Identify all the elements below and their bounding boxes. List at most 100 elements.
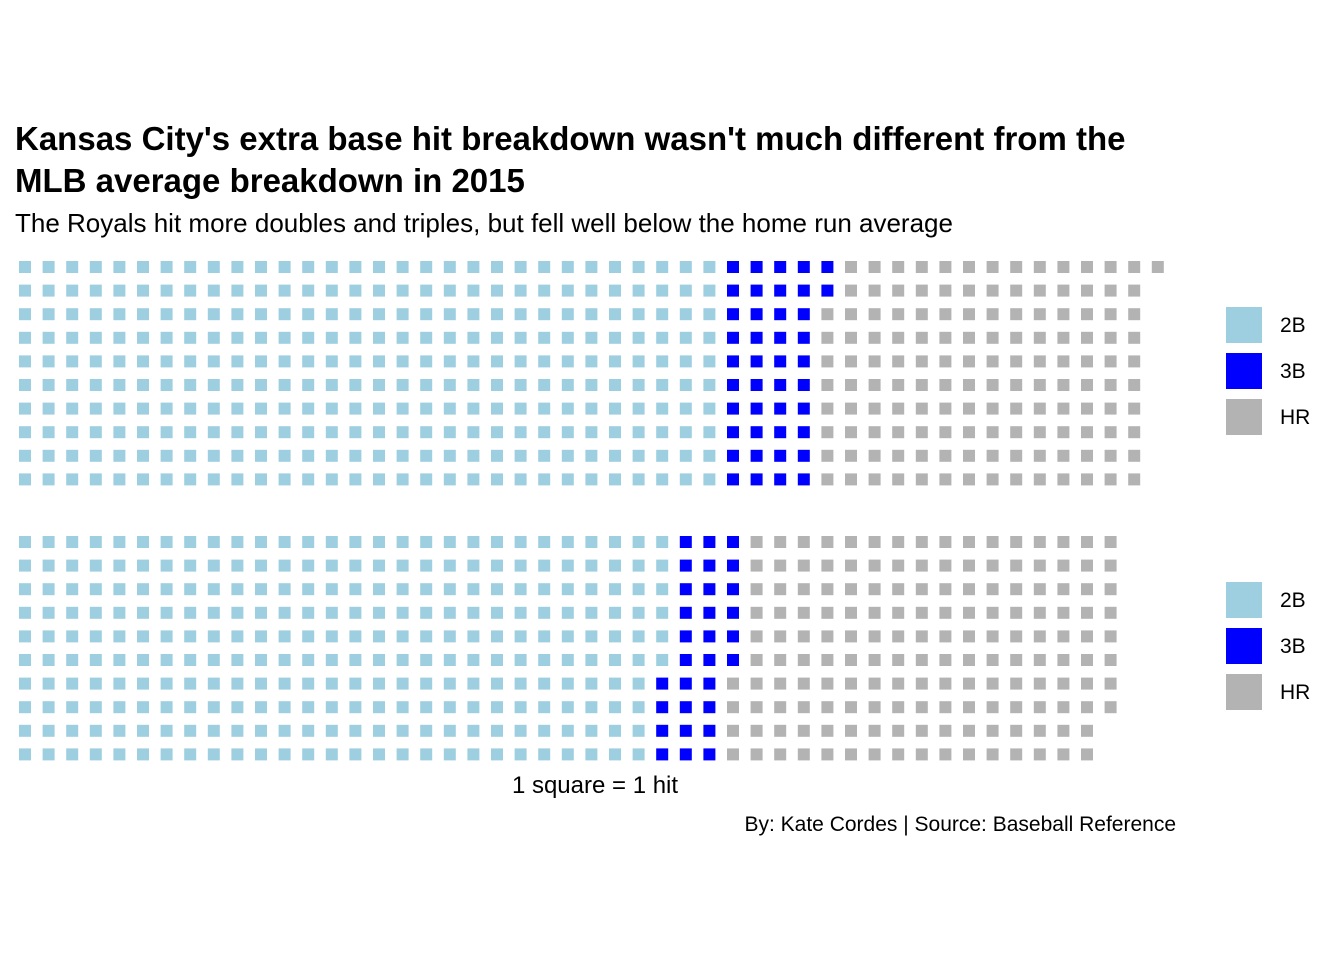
waffle-square-2b [207, 308, 220, 321]
waffle-square-2b [349, 261, 362, 273]
waffle-square-hr [845, 701, 857, 714]
waffle-square-hr [939, 402, 952, 415]
waffle-square-2b [491, 449, 503, 462]
waffle-square-hr [939, 606, 952, 619]
waffle-square-hr [1033, 284, 1046, 297]
waffle-square-3b [774, 261, 787, 273]
waffle-square-2b [19, 402, 31, 415]
waffle-square-2b [396, 701, 409, 714]
waffle-square-2b [255, 606, 267, 619]
waffle-square-2b [373, 473, 385, 486]
waffle-square-2b [19, 654, 31, 666]
waffle-square-hr [868, 284, 881, 297]
waffle-square-2b [19, 426, 31, 439]
waffle-square-hr [1104, 331, 1117, 344]
waffle-square-hr [915, 724, 928, 737]
legend-item-2b: 2B [1226, 582, 1336, 618]
waffle-square-2b [585, 748, 598, 761]
waffle-square-hr [939, 331, 952, 344]
waffle-square-hr [750, 536, 763, 548]
waffle-square-2b [255, 402, 267, 415]
waffle-square-2b [89, 724, 102, 737]
waffle-square-2b [561, 748, 574, 761]
waffle-square-2b [467, 536, 480, 548]
waffle-square-2b [137, 630, 149, 643]
waffle-square-hr [821, 606, 834, 619]
waffle-square-2b [19, 473, 31, 486]
waffle-square-2b [585, 583, 598, 596]
waffle-square-2b [42, 402, 55, 415]
waffle-square-2b [632, 426, 645, 439]
waffle-square-2b [207, 748, 220, 761]
waffle-square-2b [443, 748, 456, 761]
waffle-square-3b [727, 426, 739, 439]
waffle-square-hr [986, 559, 999, 572]
waffle-square-2b [538, 449, 551, 462]
waffle-square-3b [750, 449, 763, 462]
waffle-square-hr [774, 606, 787, 619]
waffle-square-2b [467, 606, 480, 619]
waffle-square-2b [585, 606, 598, 619]
waffle-square-hr [963, 331, 975, 344]
waffle-square-2b [160, 559, 173, 572]
waffle-square-2b [396, 583, 409, 596]
waffle-square-2b [325, 724, 338, 737]
waffle-square-3b [727, 606, 739, 619]
waffle-square-2b [538, 701, 551, 714]
waffle-square-2b [19, 630, 31, 643]
waffle-square-hr [963, 701, 975, 714]
waffle-square-2b [113, 583, 126, 596]
waffle-square-hr [1081, 724, 1093, 737]
waffle-square-3b [679, 630, 692, 643]
waffle-square-2b [302, 654, 315, 666]
waffle-square-2b [325, 559, 338, 572]
waffle-square-2b [373, 426, 385, 439]
waffle-square-hr [845, 284, 857, 297]
waffle-square-2b [656, 284, 669, 297]
waffle-square-2b [632, 355, 645, 368]
waffle-square-2b [609, 355, 621, 368]
waffle-square-2b [113, 654, 126, 666]
waffle-square-2b [278, 654, 291, 666]
waffle-square-2b [396, 426, 409, 439]
waffle-square-2b [137, 261, 149, 273]
waffle-square-2b [703, 402, 716, 415]
waffle-square-2b [207, 402, 220, 415]
waffle-square-hr [1128, 308, 1141, 321]
waffle-square-hr [892, 630, 905, 643]
waffle-square-3b [797, 261, 810, 273]
waffle-square-2b [514, 284, 527, 297]
waffle-square-hr [1081, 473, 1093, 486]
waffle-square-3b [797, 449, 810, 462]
waffle-square-2b [89, 536, 102, 548]
waffle-square-2b [467, 748, 480, 761]
waffle-square-hr [986, 606, 999, 619]
waffle-square-2b [491, 536, 503, 548]
waffle-square-2b [19, 583, 31, 596]
waffle-square-2b [656, 473, 669, 486]
waffle-square-3b [727, 449, 739, 462]
waffle-square-2b [325, 379, 338, 391]
waffle-square-2b [538, 284, 551, 297]
waffle-square-hr [1057, 355, 1070, 368]
waffle-square-2b [491, 559, 503, 572]
waffle-square-2b [656, 426, 669, 439]
waffle-square-2b [420, 402, 433, 415]
waffle-square-3b [727, 536, 739, 548]
waffle-square-hr [727, 724, 739, 737]
waffle-square-hr [750, 701, 763, 714]
waffle-square-hr [1057, 308, 1070, 321]
waffle-square-hr [963, 473, 975, 486]
waffle-square-hr [1104, 379, 1117, 391]
waffle-square-2b [207, 583, 220, 596]
waffle-square-2b [66, 284, 79, 297]
waffle-square-2b [325, 701, 338, 714]
waffle-square-hr [750, 677, 763, 690]
waffle-square-2b [467, 559, 480, 572]
legend-label: 3B [1280, 360, 1306, 383]
waffle-square-hr [727, 677, 739, 690]
waffle-square-2b [514, 677, 527, 690]
waffle-square-2b [42, 630, 55, 643]
waffle-square-2b [231, 536, 244, 548]
waffle-square-3b [774, 284, 787, 297]
